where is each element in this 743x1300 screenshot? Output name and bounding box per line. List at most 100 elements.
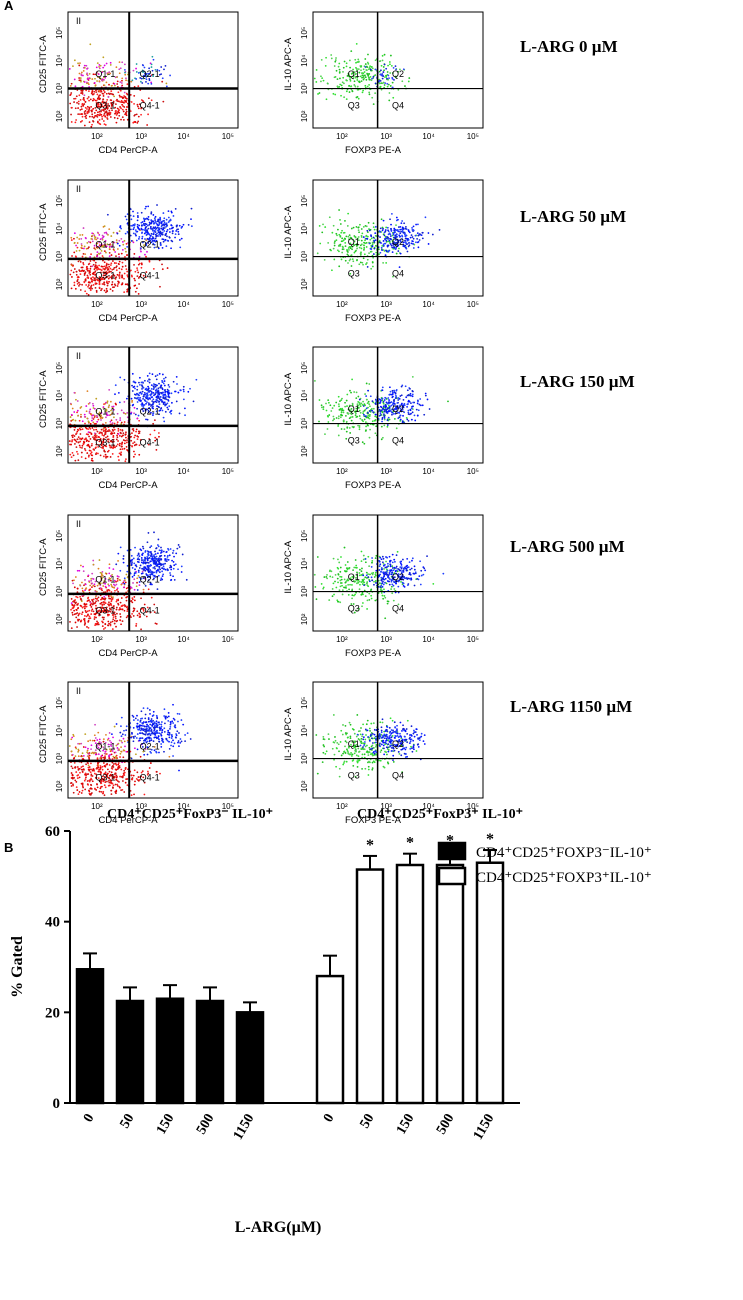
event-dot bbox=[384, 82, 387, 85]
event-dot bbox=[85, 587, 88, 590]
event-dot bbox=[91, 608, 94, 611]
event-dot bbox=[124, 215, 127, 218]
event-dot bbox=[391, 389, 394, 392]
event-dot bbox=[159, 396, 162, 398]
event-dot bbox=[76, 603, 79, 606]
event-dot bbox=[166, 228, 169, 231]
x-axis-title: CD4 PerCP-A bbox=[98, 480, 158, 491]
event-dot bbox=[72, 454, 75, 457]
event-dot bbox=[138, 453, 141, 456]
event-dot bbox=[392, 399, 395, 402]
event-dot bbox=[131, 401, 133, 403]
event-dot bbox=[69, 84, 72, 87]
event-dot bbox=[102, 430, 105, 432]
event-dot bbox=[350, 85, 352, 88]
event-dot bbox=[134, 546, 136, 549]
event-dot bbox=[364, 239, 366, 242]
event-dot bbox=[117, 280, 120, 283]
event-dot bbox=[138, 237, 140, 240]
event-dot bbox=[326, 428, 329, 430]
event-dot bbox=[396, 550, 399, 553]
event-dot bbox=[328, 401, 330, 404]
event-dot bbox=[123, 91, 126, 94]
event-dot bbox=[418, 233, 421, 235]
event-dot bbox=[365, 246, 368, 248]
event-dot bbox=[368, 598, 371, 601]
event-dot bbox=[105, 81, 108, 84]
event-dot bbox=[160, 391, 163, 394]
event-dot bbox=[337, 581, 339, 584]
x-axis-title: FOXP3 PE-A bbox=[345, 145, 402, 156]
event-dot bbox=[91, 232, 94, 235]
event-dot bbox=[132, 610, 135, 613]
event-dot bbox=[360, 550, 363, 553]
event-dot bbox=[388, 555, 391, 558]
event-dot bbox=[83, 413, 86, 416]
event-dot bbox=[131, 428, 134, 431]
event-dot bbox=[157, 432, 160, 434]
event-dot bbox=[406, 389, 409, 392]
event-dot bbox=[410, 407, 413, 410]
event-dot bbox=[152, 240, 154, 243]
event-dot bbox=[387, 74, 390, 77]
event-dot bbox=[149, 433, 152, 436]
event-dot bbox=[101, 115, 104, 118]
event-dot bbox=[120, 268, 123, 271]
event-dot bbox=[332, 224, 335, 227]
event-dot bbox=[421, 237, 424, 240]
event-dot bbox=[123, 101, 125, 104]
event-dot bbox=[92, 404, 95, 407]
event-dot bbox=[109, 288, 112, 291]
event-dot bbox=[117, 283, 119, 285]
event-dot bbox=[164, 390, 167, 393]
event-dot bbox=[365, 69, 368, 71]
event-dot bbox=[144, 584, 147, 587]
event-dot bbox=[133, 578, 136, 581]
event-dot bbox=[73, 281, 76, 284]
event-dot bbox=[109, 61, 112, 64]
event-dot bbox=[149, 225, 152, 228]
event-dot bbox=[152, 58, 155, 61]
event-dot bbox=[345, 90, 348, 93]
event-dot bbox=[174, 563, 177, 566]
event-dot bbox=[83, 112, 86, 115]
event-dot bbox=[88, 445, 91, 448]
event-dot bbox=[88, 589, 91, 592]
event-dot bbox=[382, 227, 384, 230]
event-dot bbox=[116, 248, 119, 250]
event-dot bbox=[343, 578, 346, 581]
event-dot bbox=[356, 582, 358, 585]
event-dot bbox=[179, 389, 182, 392]
event-dot bbox=[121, 240, 124, 243]
event-dot bbox=[152, 242, 155, 245]
event-dot bbox=[97, 452, 99, 455]
x-axis-title: CD4 PerCP-A bbox=[98, 145, 158, 156]
event-dot bbox=[110, 245, 113, 248]
event-dot bbox=[89, 601, 92, 604]
event-dot bbox=[395, 219, 398, 222]
event-dot bbox=[146, 380, 149, 382]
event-dot bbox=[79, 62, 81, 64]
event-dot bbox=[145, 225, 148, 228]
event-dot bbox=[117, 253, 120, 256]
event-dot bbox=[116, 285, 119, 287]
event-dot bbox=[326, 573, 328, 576]
event-dot bbox=[89, 428, 92, 430]
event-dot bbox=[93, 90, 96, 93]
event-dot bbox=[392, 569, 395, 572]
event-dot bbox=[87, 402, 90, 405]
event-dot bbox=[338, 68, 341, 71]
event-dot bbox=[86, 97, 89, 100]
event-dot bbox=[442, 572, 445, 575]
event-dot bbox=[388, 77, 390, 80]
event-dot bbox=[120, 99, 123, 102]
event-dot bbox=[124, 581, 127, 584]
event-dot bbox=[92, 73, 95, 76]
event-dot bbox=[359, 252, 362, 255]
event-dot bbox=[79, 564, 82, 567]
event-dot bbox=[162, 382, 165, 385]
event-dot bbox=[384, 566, 387, 569]
y-tick-label: 10⁵ bbox=[300, 362, 309, 374]
event-dot bbox=[366, 66, 369, 69]
